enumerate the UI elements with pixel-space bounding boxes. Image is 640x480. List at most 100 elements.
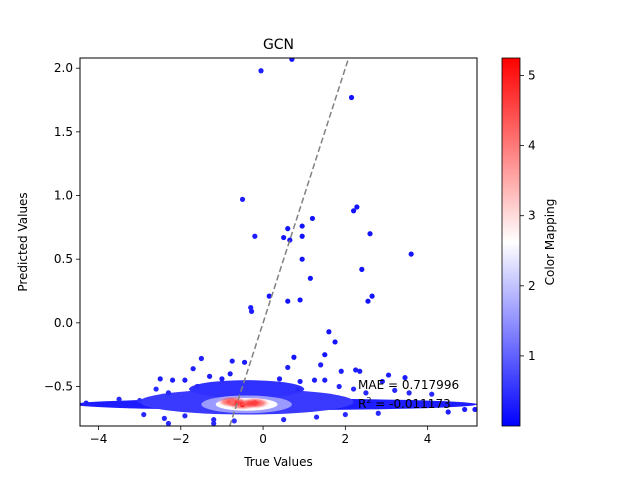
scatter-point (229, 358, 235, 364)
scatter-point (165, 390, 172, 396)
scatter-point (169, 377, 176, 383)
scatter-point (289, 58, 295, 62)
scatter-point (194, 383, 200, 390)
scatter-point (241, 359, 248, 365)
scatter-point (291, 354, 297, 360)
scatter-point (287, 237, 293, 243)
scatter-point (252, 233, 258, 239)
scatter-point (318, 362, 324, 368)
scatter-point (350, 208, 357, 214)
scatter-point (311, 377, 318, 383)
x-tick-label: 4 (424, 432, 432, 446)
scatter-point (239, 196, 246, 202)
scatter-point (408, 251, 414, 257)
scatter-point (211, 417, 217, 423)
scatter-point (276, 376, 283, 382)
scatter-point (359, 266, 365, 272)
scatter-point (357, 368, 363, 374)
plot-background (80, 58, 477, 426)
scatter-point (281, 234, 287, 241)
scatter-point (137, 397, 143, 404)
scatter-point (342, 411, 348, 418)
colorbar-label: Color Mapping (543, 199, 557, 286)
y-tick-label: 0.5 (54, 252, 73, 266)
scatter-point (313, 414, 320, 420)
scatter-points (83, 58, 477, 426)
identity-reference-line (229, 58, 350, 426)
scatter-point (141, 411, 147, 418)
y-tick-label: −0.5 (44, 380, 73, 394)
colorbar-tick-label: 4 (528, 139, 536, 153)
scatter-point (153, 386, 159, 392)
y-tick-label: 2.0 (54, 61, 73, 75)
r2-annotation: R2 = -0.011173 (358, 396, 451, 411)
plot-area (79, 57, 478, 427)
scatter-point (258, 68, 264, 74)
plot-frame (79, 57, 478, 427)
scatter-point (299, 233, 305, 239)
scatter-point (336, 383, 342, 390)
scatter-point (248, 308, 255, 314)
scatter-point (190, 366, 196, 372)
scatter-point (161, 415, 167, 421)
colorbar-gradient (501, 57, 521, 427)
x-tick-label: −2 (172, 432, 190, 446)
x-tick-label: 0 (259, 432, 267, 446)
y-tick-label: 1.5 (54, 125, 73, 139)
scatter-point (206, 373, 213, 379)
scatter-point (285, 226, 291, 232)
colorbar-ticks: 1 2 3 4 5 (520, 69, 536, 363)
colorbar: 1 2 3 4 5 Color Mapping (501, 57, 557, 427)
scatter-point (165, 420, 172, 426)
colorbar-tick-label: 5 (528, 69, 536, 83)
scatter-point (385, 372, 392, 378)
colorbar-tick-label: 3 (528, 209, 536, 223)
y-tick-label: 1.0 (54, 189, 73, 203)
scatter-point (182, 377, 188, 383)
scatter-point (365, 298, 371, 304)
scatter-point (392, 387, 398, 393)
scatter-point (402, 375, 408, 381)
scatter-point (462, 406, 468, 413)
scatter-point (406, 390, 412, 396)
x-tick-label: 2 (342, 432, 350, 446)
scatter-point (429, 391, 435, 397)
scatter-point (211, 420, 217, 426)
scatter-point (198, 355, 204, 362)
scatter-point (231, 418, 237, 424)
scatter-point (353, 367, 359, 373)
scatter-point (350, 386, 357, 392)
scatter-point (332, 339, 338, 345)
scatter-point (322, 377, 328, 383)
scatter-point (285, 298, 291, 304)
scatter-point (322, 352, 328, 358)
scatter-point (83, 400, 89, 406)
density-cores (216, 395, 271, 411)
scatter-point (281, 417, 287, 423)
scatter-point (116, 396, 122, 402)
scatter-point (375, 410, 381, 416)
scatter-point (285, 364, 291, 371)
scatter-point (227, 371, 233, 377)
scatter-point (219, 376, 225, 382)
scatter-point (297, 297, 303, 303)
x-axis: −4 −2 0 2 4 (90, 426, 432, 446)
mae-annotation: MAE = 0.717996 (358, 378, 459, 392)
scatter-point (299, 256, 305, 262)
y-tick-label: 0.0 (54, 316, 73, 330)
chart-title: GCN (263, 37, 294, 53)
colorbar-tick-label: 1 (528, 349, 536, 363)
density-band-ellipse (189, 380, 305, 398)
scatter-point (369, 293, 375, 299)
scatter-point (309, 215, 316, 222)
y-axis: −0.5 0.0 0.5 1.0 1.5 2.0 (44, 61, 80, 394)
colorbar-tick-label: 2 (528, 279, 536, 293)
scatter-point (157, 376, 163, 382)
scatter-point (295, 386, 301, 392)
density-core-point (252, 400, 258, 406)
scatter-point (338, 368, 344, 374)
scatter-point (445, 409, 451, 415)
density-core-point (229, 399, 236, 405)
y-axis-label: Predicted Values (16, 192, 30, 291)
